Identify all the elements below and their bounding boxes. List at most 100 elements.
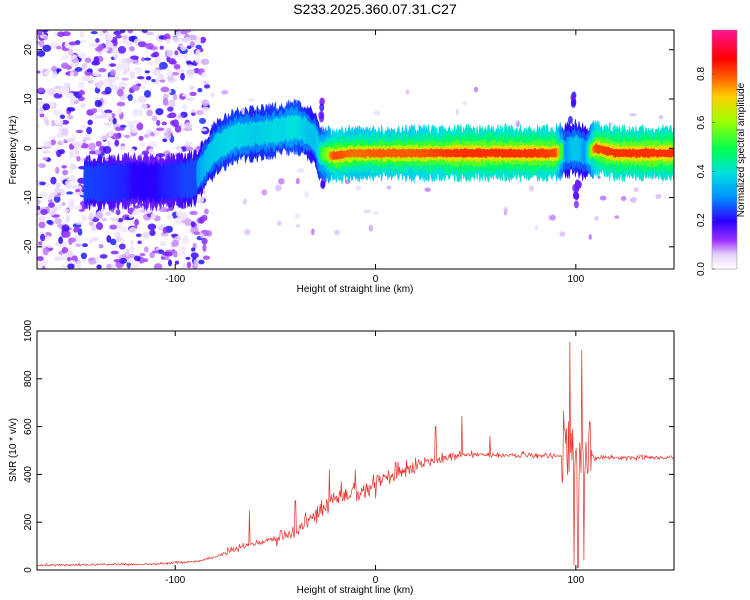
spectrogram-noise-cell bbox=[136, 122, 144, 131]
spectrogram-noise-cell bbox=[51, 65, 57, 72]
spectrogram-ridge-cell bbox=[556, 148, 560, 157]
spectrogram-noise-cell bbox=[88, 257, 98, 265]
spectrogram-noise-cell bbox=[109, 224, 118, 230]
spectrogram-noise-cell bbox=[46, 235, 51, 240]
spectrogram-noise-cell bbox=[117, 45, 127, 54]
spectrogram-noise-cell bbox=[48, 136, 57, 140]
spectrogram-noise-cell bbox=[114, 243, 119, 249]
spectrogram-noise-cell bbox=[106, 235, 112, 243]
spectrogram-noise-cell bbox=[64, 180, 72, 186]
spectrogram-noise-cell bbox=[129, 245, 135, 254]
spectrogram-noise-cell bbox=[134, 80, 140, 85]
spectrogram-noise-cell bbox=[153, 263, 163, 269]
spectrogram-noise-cell bbox=[629, 113, 637, 117]
spectrogram-noise-cell bbox=[363, 209, 371, 214]
spectrogram-x-axis-label: Height of straight line (km) bbox=[297, 284, 414, 295]
spectrogram-noise-cell bbox=[189, 210, 198, 216]
spectrogram-noise-cell bbox=[81, 243, 89, 248]
spectrogram-noise-cell bbox=[177, 114, 182, 120]
spectrogram-noise-cell bbox=[274, 184, 282, 192]
spectrogram-noise-cell bbox=[78, 52, 87, 59]
spectrogram-noise-cell bbox=[115, 34, 122, 39]
spectrogram-noise-cell bbox=[99, 254, 108, 259]
spectrogram-noise-cell bbox=[88, 237, 93, 244]
spectrogram-noise-cell bbox=[199, 128, 208, 132]
spectrogram-noise-cell bbox=[61, 164, 67, 169]
spectrogram-noise-cell bbox=[51, 119, 56, 127]
spectrogram-streak-cell bbox=[573, 200, 579, 209]
spectrogram-noise-cell bbox=[89, 42, 99, 48]
spectrogram-noise-cell bbox=[127, 30, 134, 34]
spectrogram-noise-cell bbox=[144, 57, 152, 61]
spectrogram-noise-cell bbox=[88, 77, 96, 85]
spectrogram-noise-cell bbox=[148, 140, 158, 148]
spectrogram-noise-cell bbox=[620, 195, 627, 202]
spectrogram-noise-cell bbox=[334, 229, 340, 236]
spectrogram-noise-cell bbox=[132, 99, 139, 104]
spectrogram-noise-cell bbox=[73, 226, 80, 232]
spectrogram-noise-cell bbox=[201, 99, 210, 107]
spectrogram-noise-cell bbox=[39, 113, 45, 118]
spectrogram-noise-cell bbox=[206, 230, 213, 237]
spectrogram-noise-cell bbox=[183, 53, 189, 59]
spectrogram-noise-cell bbox=[54, 186, 61, 194]
spectrogram-noise-cell bbox=[118, 243, 126, 250]
spectrogram-noise-cell bbox=[53, 109, 62, 117]
spectrogram-noise-cell bbox=[37, 50, 46, 57]
spectrogram-noise-cell bbox=[111, 49, 119, 54]
spectrogram-noise-cell bbox=[201, 237, 208, 245]
snr-y-tick-label: 0 bbox=[23, 567, 34, 573]
spectrogram-noise-cell bbox=[166, 214, 174, 220]
spectrogram-noise-cell bbox=[172, 250, 178, 258]
spectrogram-noise-cell bbox=[201, 214, 208, 222]
spectrogram-noise-cell bbox=[178, 212, 188, 221]
spectrogram-noise-cell bbox=[37, 205, 41, 211]
spectrogram-noise-cell bbox=[76, 204, 83, 210]
spectrogram-noise-cell bbox=[141, 103, 148, 110]
spectrogram-noise-cell bbox=[102, 47, 108, 52]
spectrogram-noise-cell bbox=[163, 131, 169, 139]
spectrogram-noise-cell bbox=[152, 51, 160, 58]
spectrogram-noise-cell bbox=[517, 180, 523, 184]
spectrogram-noise-cell bbox=[69, 71, 75, 77]
spectrogram-noise-cell bbox=[62, 169, 69, 176]
spectrogram-noise-cell bbox=[87, 119, 93, 126]
spectrogram-noise-cell bbox=[99, 135, 108, 141]
colorbar-tick-label: 0.2 bbox=[696, 213, 707, 227]
spectrogram-noise-cell bbox=[123, 66, 131, 73]
spectrogram-noise-cell bbox=[193, 259, 200, 267]
spectrogram-noise-cell bbox=[141, 30, 148, 33]
spectrogram-noise-cell bbox=[162, 138, 168, 143]
spectrogram-noise-cell bbox=[368, 224, 374, 232]
spectrogram-noise-cell bbox=[304, 190, 309, 198]
spectrogram-noise-cell bbox=[48, 192, 55, 199]
spectrogram-noise-cell bbox=[355, 185, 362, 191]
spectrogram-noise-cell bbox=[65, 214, 71, 223]
spectrogram-noise-cell bbox=[39, 233, 46, 242]
spectrogram-y-axis-label: Frequency (Hz) bbox=[8, 116, 19, 185]
spectrogram-noise-cell bbox=[80, 39, 87, 44]
spectrogram-noise-cell bbox=[90, 224, 98, 232]
spectrogram-noise-cell bbox=[40, 30, 49, 33]
spectrogram-x-tick-label: -100 bbox=[165, 274, 185, 285]
spectrogram-noise-cell bbox=[248, 98, 255, 103]
colorbar-tick-label: 0.6 bbox=[696, 115, 707, 129]
spectrogram-noise-cell bbox=[155, 127, 165, 132]
spectrogram-noise-cell bbox=[38, 221, 46, 229]
spectrogram-noise-cell bbox=[141, 57, 146, 62]
spectrogram-noise-cell bbox=[261, 189, 268, 196]
spectrogram-noise-cell bbox=[201, 72, 207, 79]
spectrogram-noise-cell bbox=[88, 142, 96, 151]
spectrogram-noise-cell bbox=[549, 214, 556, 221]
spectrogram-noise-cell bbox=[174, 125, 182, 133]
spectrogram-noise-cell bbox=[62, 230, 71, 238]
spectrogram-noise-cell bbox=[106, 263, 112, 269]
spectrogram-noise-cell bbox=[67, 49, 75, 56]
spectrogram-noise-cell bbox=[462, 101, 468, 105]
spectrogram-noise-cell bbox=[534, 224, 539, 231]
spectrogram-noise-cell bbox=[61, 224, 70, 232]
spectrogram-noise-cell bbox=[48, 202, 55, 208]
spectrogram-noise-cell bbox=[276, 220, 282, 226]
colorbar-ramp bbox=[712, 30, 737, 269]
